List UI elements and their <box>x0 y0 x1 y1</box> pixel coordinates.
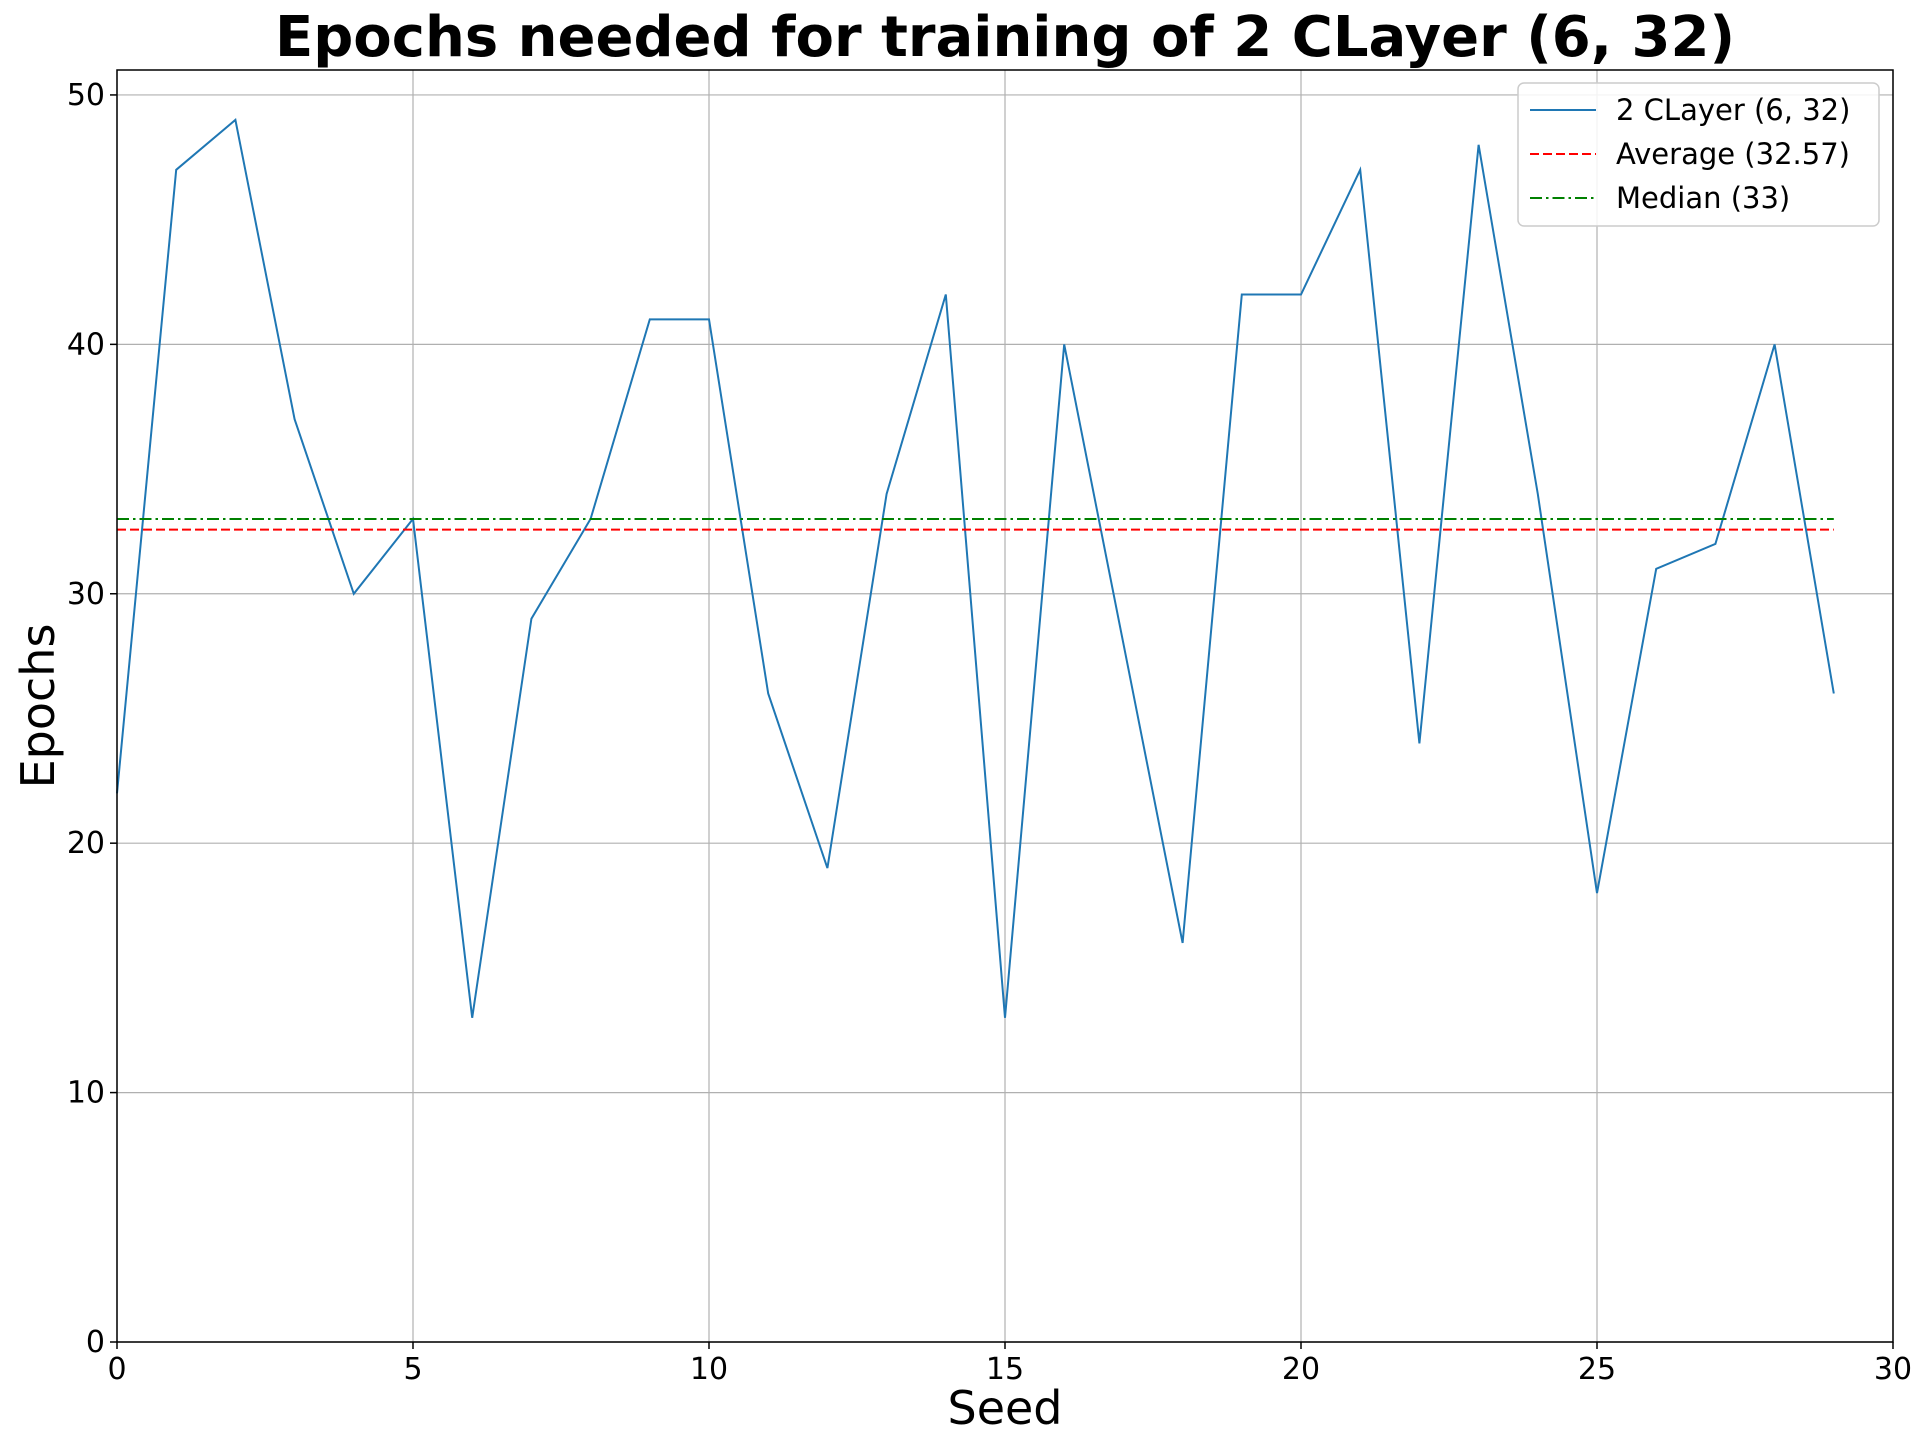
legend: 2 CLayer (6, 32) Average (32.57) Median (3… <box>1517 82 1880 227</box>
x-tick-label: 25 <box>1578 1352 1616 1387</box>
y-axis-label: Epochs <box>11 624 65 789</box>
legend-box <box>1517 82 1880 227</box>
y-tick-label: 50 <box>67 78 105 113</box>
x-tick-label: 10 <box>690 1352 728 1387</box>
y-tick-label: 0 <box>86 1325 105 1360</box>
y-tick-label: 10 <box>67 1076 105 1111</box>
x-tick-label: 15 <box>986 1352 1024 1387</box>
series-layer <box>116 118 1835 1018</box>
y-tick-label: 20 <box>67 826 105 861</box>
legend-label: Average (32.57) <box>1616 137 1850 171</box>
x-axis-label: Seed <box>948 1381 1063 1435</box>
x-tick-label: 30 <box>1874 1352 1912 1387</box>
x-tick-label: 5 <box>403 1352 422 1387</box>
x-tick-label: 20 <box>1282 1352 1320 1387</box>
y-tick-label: 40 <box>67 327 105 362</box>
chart-title: Epochs needed for training of 2 CLayer (… <box>275 5 1735 70</box>
legend-label: 2 CLayer (6, 32) <box>1616 93 1850 127</box>
ticks: 0 5 10 15 20 25 30 0 10 20 30 40 50 <box>67 78 1912 1387</box>
x-tick-label: 0 <box>107 1352 126 1387</box>
legend-label: Median (33) <box>1616 181 1790 215</box>
series-line-0 <box>116 118 1835 1018</box>
y-tick-label: 30 <box>67 577 105 612</box>
